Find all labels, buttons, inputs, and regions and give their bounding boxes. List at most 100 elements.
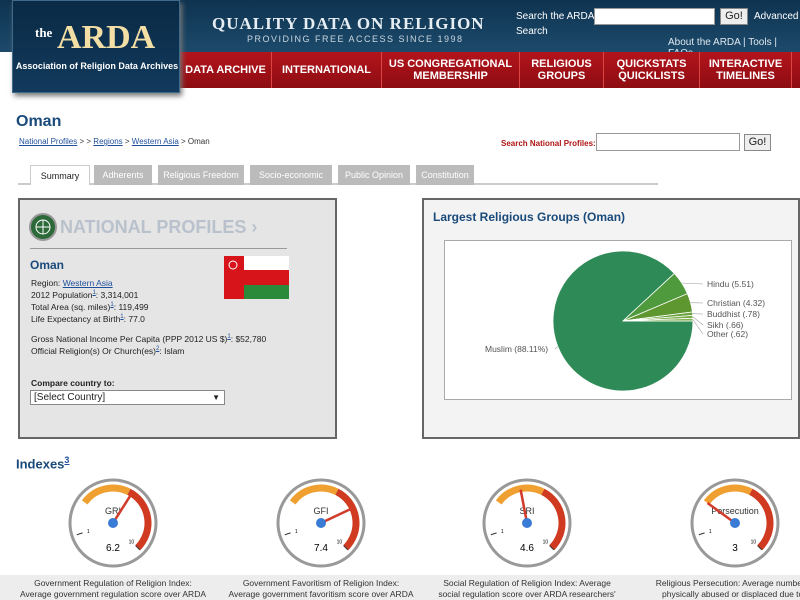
gauge-tick [757, 545, 763, 551]
fact-value: : 77.0 [123, 314, 145, 324]
breadcrumb-link[interactable]: National Profiles [19, 137, 78, 146]
nav-item[interactable]: DATA ARCHIVE [180, 52, 272, 88]
breadcrumb-link[interactable]: Western Asia [131, 137, 179, 146]
gauge-band [289, 484, 339, 505]
pie-label: Buddhist (.78) [707, 309, 760, 319]
fact-value: : 3,314,001 [95, 290, 139, 300]
breadcrumb-text: > [79, 137, 85, 146]
search-label: Search the ARDA [516, 11, 595, 22]
footnote[interactable]: 1 [227, 334, 231, 341]
nav-bar: DATA ARCHIVE INTERNATIONAL US CONGREGATION… [180, 52, 800, 88]
gauge-value: 4.6 [520, 543, 534, 554]
gauge-needle [706, 502, 736, 525]
gauge-tick-label: 1 [709, 529, 712, 535]
gauge-hub [730, 518, 740, 528]
gauge-label: SRI [519, 506, 534, 516]
gauge-tick [343, 545, 349, 551]
breadcrumb-text: > [181, 137, 186, 146]
caption-line: social regulation score over ARDA resear… [438, 589, 616, 599]
tab[interactable]: Socio-economic [250, 165, 332, 185]
fact-label: Gross National Income Per Capita (PPP 20… [31, 334, 228, 344]
gauge-caption: Religious Persecution: Average number of… [635, 578, 800, 600]
pie-label: Hindu (5.51) [707, 279, 754, 289]
footnote[interactable]: 1 [120, 314, 124, 321]
logo-sub: Association of Religion Data Archives [15, 61, 179, 71]
gauge-value: 3 [732, 543, 738, 554]
gauge-band [541, 488, 566, 551]
gauge-needle [519, 489, 529, 524]
nav-item[interactable]: INTERNATIONAL [272, 52, 382, 88]
caption-line: Average government favoritism score over… [228, 589, 414, 599]
caption-bar [0, 575, 800, 600]
chart-title: Largest Religious Groups (Oman) [433, 210, 626, 224]
region-link[interactable]: Western Asia [62, 278, 113, 288]
search-button[interactable]: Go! [720, 8, 748, 25]
advanced-link[interactable]: Search [516, 26, 548, 37]
footnote[interactable]: 2 [156, 346, 160, 353]
tab[interactable]: Public Opinion [338, 165, 410, 185]
footnote[interactable]: 1 [92, 290, 96, 297]
fact-label: Official Religion(s) Or Church(es) [31, 346, 157, 356]
fact-row: Gross National Income Per Capita (PPP 20… [31, 334, 266, 344]
fact-value: : Islam [159, 346, 185, 356]
advanced-link[interactable]: Advanced [754, 11, 799, 22]
region-row: Region: Western Asia [31, 278, 113, 288]
select-arrow: ▼ [212, 393, 220, 402]
footnote[interactable]: 1 [110, 302, 114, 309]
gauge-band [335, 488, 360, 551]
breadcrumb-text: > [124, 137, 130, 146]
tab[interactable]: Summary [30, 165, 90, 185]
badge: NATIONAL PROFILES › [60, 217, 258, 237]
profile-search-label: Search National Profiles: [501, 139, 596, 148]
gauge-tick-label: 10 [129, 539, 135, 545]
tab[interactable]: Constitution [416, 165, 474, 185]
pie-label: Christian (4.32) [707, 298, 765, 308]
gauge-label: GRI [105, 506, 121, 516]
nav-item[interactable]: US CONGREGATIONAL MEMBERSHIP [382, 52, 520, 88]
page-title: Oman [16, 113, 62, 130]
tagline: QUALITY DATA ON RELIGION [212, 14, 485, 33]
breadcrumb: National Profiles > > Regions > Western … [19, 137, 210, 146]
leader-line [692, 319, 704, 335]
logo[interactable]: the ARDA Association of Religion Data Ar… [12, 0, 180, 93]
pie-chart: Muslim (88.11%) Hindu (5.51) Christian (4.… [444, 240, 792, 400]
caption-line: Social Regulation of Religion Index: Ave… [443, 578, 611, 588]
search-input[interactable] [594, 8, 715, 25]
caption-line: Government Regulation of Religion Index: [34, 578, 192, 588]
logo-the: the [35, 25, 53, 40]
chart-panel: Largest Religious Groups (Oman) Muslim (… [422, 198, 800, 439]
gauge-label: Persecution [711, 506, 759, 516]
gauge-tick-label: 1 [501, 529, 504, 535]
leader-line [692, 316, 704, 326]
breadcrumb-text: > [86, 137, 92, 146]
breadcrumb-link[interactable]: Regions [93, 137, 123, 146]
profile-search-input[interactable] [596, 133, 740, 151]
footnote[interactable]: 3 [64, 455, 70, 465]
gauge-tick-label: 10 [751, 539, 757, 545]
nav-item[interactable]: INTERACTIVE TIMELINES [700, 52, 792, 88]
compare-select[interactable]: [Select Country] ▼ [30, 390, 225, 405]
profile-search-button[interactable]: Go! [744, 134, 771, 151]
gauge-value: 6.2 [106, 543, 120, 554]
tab[interactable]: Adherents [94, 165, 152, 185]
gauge-band [127, 488, 152, 551]
gauge-tick [490, 532, 497, 536]
gauge-tick [549, 545, 555, 551]
gauge-label: GFI [314, 506, 329, 516]
pie-label: Other (.62) [707, 329, 748, 339]
gauge-tick-label: 10 [337, 539, 343, 545]
gauge-band [749, 488, 774, 551]
gauge-tick-label: 1 [87, 529, 90, 535]
fact-row: Total Area (sq. miles)1: 119,499 [31, 302, 149, 312]
nav-item[interactable]: RELIGIOUS GROUPS [520, 52, 604, 88]
indexes-title: Indexes3 [16, 455, 69, 471]
region-label: Region: [31, 278, 61, 288]
tab[interactable]: Religious Freedom [158, 165, 244, 185]
gauge-needle [320, 507, 353, 525]
gauge-value: 7.4 [314, 543, 328, 554]
fact-value: : 119,499 [113, 302, 149, 312]
nav-item[interactable]: QUICKSTATS QUICKLISTS [604, 52, 700, 88]
gauge-tick [135, 545, 141, 551]
gauge-tick-label: 1 [295, 529, 298, 535]
